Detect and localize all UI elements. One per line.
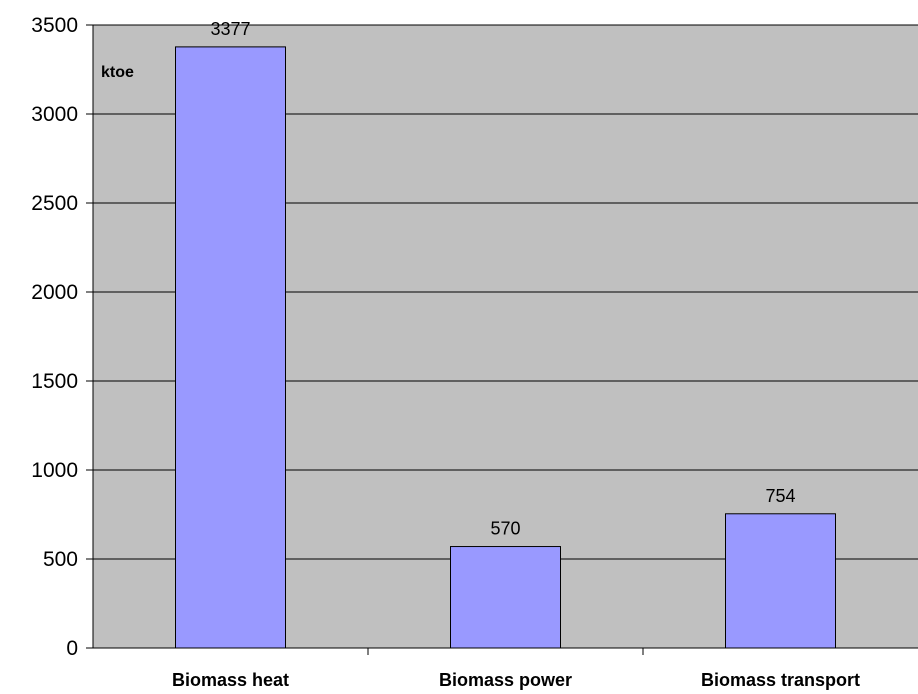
- y-tick-label: 2000: [31, 281, 78, 304]
- y-tick-label: 0: [66, 637, 78, 660]
- bar-biomass-power: [451, 547, 561, 648]
- x-category-label: Biomass power: [439, 670, 572, 690]
- data-label: 570: [490, 519, 520, 539]
- bar-biomass-transport: [726, 514, 836, 648]
- y-tick-label: 500: [43, 548, 78, 571]
- y-tick-label: 2500: [31, 192, 78, 215]
- y-tick-label: 1500: [31, 370, 78, 393]
- data-label: 3377: [210, 19, 250, 39]
- x-category-label: Biomass heat: [172, 670, 289, 690]
- x-category-label: Biomass transport: [701, 670, 860, 690]
- data-label: 754: [765, 486, 795, 506]
- y-tick-label: 3000: [31, 103, 78, 126]
- y-axis-unit-label: ktoe: [101, 64, 134, 81]
- y-tick-label: 3500: [31, 14, 78, 37]
- y-tick-label: 1000: [31, 459, 78, 482]
- bar-biomass-heat: [176, 47, 286, 648]
